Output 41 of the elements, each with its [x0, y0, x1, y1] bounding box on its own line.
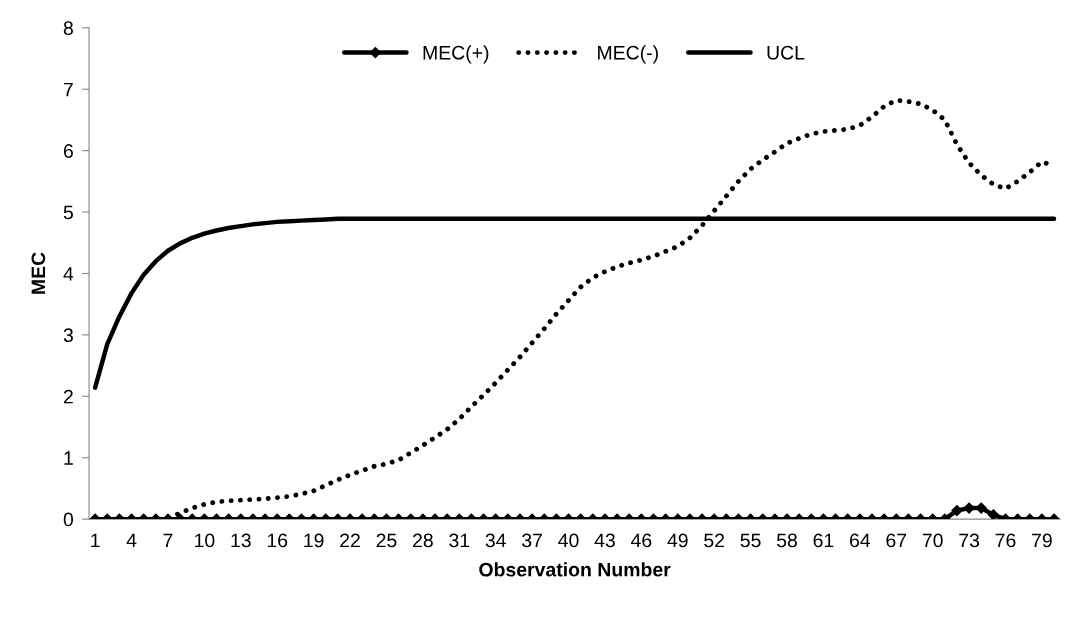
x-tick-label: 7	[163, 533, 173, 548]
y-tick-label: 7	[63, 82, 73, 97]
legend-label: MEC(+)	[423, 45, 489, 64]
x-tick-label: 4	[126, 533, 137, 548]
y-tick-label: 1	[64, 451, 73, 465]
y-axis-title: MEC	[31, 252, 46, 294]
x-tick-label: 40	[558, 533, 579, 548]
x-tick-label: 49	[667, 533, 688, 548]
y-tick-label: 6	[63, 144, 73, 158]
x-tick-label: 58	[776, 533, 797, 548]
x-tick-label: 19	[304, 533, 324, 548]
y-tick-label: 0	[63, 512, 74, 527]
x-tick-label: 1	[91, 533, 100, 548]
x-tick-label: 34	[485, 533, 506, 548]
y-tick-label: 8	[63, 21, 73, 36]
x-axis-title: Observation Number	[479, 562, 671, 577]
legend-label: UCL	[767, 45, 805, 60]
y-tick-label: 4	[63, 267, 74, 281]
x-tick-label: 61	[813, 533, 834, 548]
x-tick-label: 55	[740, 533, 761, 548]
x-tick-label: 25	[376, 533, 397, 548]
x-tick-label: 28	[413, 533, 433, 548]
y-tick-label: 5	[63, 205, 73, 220]
y-tick-label: 3	[63, 328, 73, 343]
x-tick-label: 73	[959, 533, 980, 548]
x-tick-label: 31	[449, 533, 470, 548]
x-tick-label: 67	[886, 533, 907, 548]
x-tick-label: 52	[704, 533, 725, 548]
x-tick-label: 43	[594, 533, 615, 548]
x-tick-label: 79	[1032, 533, 1052, 548]
x-tick-label: 10	[195, 533, 215, 548]
x-tick-label: 64	[850, 533, 871, 548]
x-tick-label: 76	[995, 533, 1016, 548]
x-tick-label: 13	[231, 533, 251, 548]
y-tick-label: 2	[63, 389, 73, 404]
x-tick-label: 46	[630, 533, 652, 548]
x-tick-label: 37	[522, 533, 542, 548]
x-tick-label: 70	[922, 533, 943, 548]
x-tick-label: 16	[267, 533, 288, 548]
x-tick-label: 22	[340, 533, 360, 548]
legend-label: MEC(-)	[598, 45, 658, 64]
